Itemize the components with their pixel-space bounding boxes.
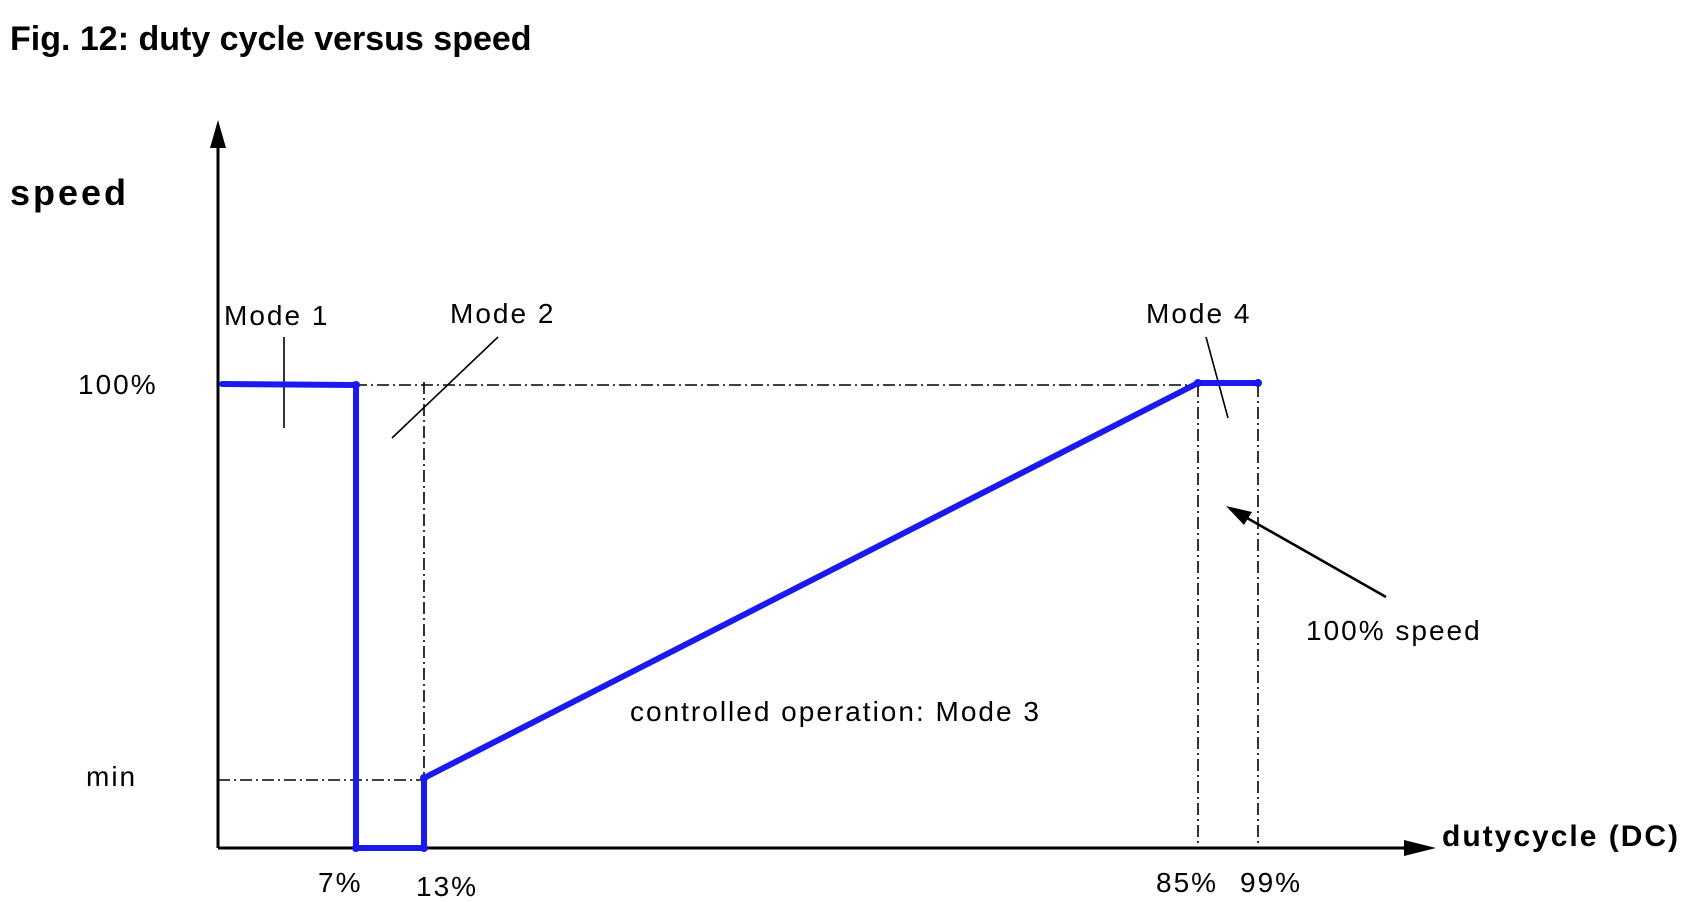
x-tick-13: 13%: [416, 871, 478, 902]
curve-node-85: [1194, 379, 1202, 387]
mode4-label: Mode 4: [1146, 298, 1251, 329]
x-tick-85: 85%: [1156, 867, 1218, 898]
mode2-label: Mode 2: [450, 298, 555, 329]
x-axis-arrowhead: [1404, 840, 1436, 856]
curve-node-7-bottom: [352, 844, 360, 852]
x-tick-99: 99%: [1240, 867, 1302, 898]
curve-node-13-min: [420, 774, 428, 782]
y-axis-label: speed: [10, 172, 129, 213]
speed-annotation-label: 100% speed: [1306, 615, 1482, 646]
x-axis-label: dutycycle (DC): [1442, 820, 1680, 853]
curve-node-7-top: [352, 381, 360, 389]
mode1-label: Mode 1: [224, 300, 329, 331]
y-tick-100: 100%: [78, 369, 158, 400]
speed-characteristic-curve: [219, 380, 1261, 851]
mode3-label: controlled operation: Mode 3: [630, 696, 1041, 727]
speed-annotation-arrowhead: [1226, 506, 1252, 525]
mode4-leader: [1205, 336, 1229, 419]
mode2-leader: [391, 336, 499, 439]
x-tick-7: 7%: [318, 867, 362, 898]
curve-node-13-bottom: [420, 844, 428, 852]
figure-title: Fig. 12: duty cycle versus speed: [10, 20, 532, 58]
y-axis-arrowhead: [210, 120, 226, 148]
y-tick-min: min: [86, 761, 137, 792]
speed-annotation-arrow-line: [1239, 512, 1387, 599]
curve-node-99: [1254, 379, 1262, 387]
